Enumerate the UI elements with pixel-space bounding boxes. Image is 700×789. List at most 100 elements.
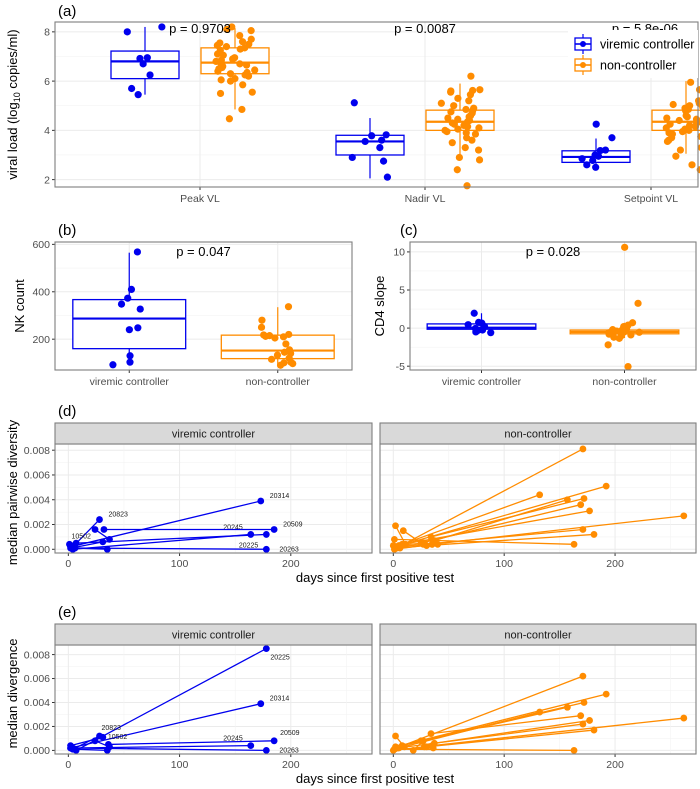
data-point [270,737,278,745]
data-point [236,45,244,53]
trajectory-line [434,499,568,542]
data-point [127,285,136,294]
data-point [289,360,297,368]
data-point [128,84,136,93]
x-tick-label: Peak VL [180,193,220,205]
data-point [257,700,265,708]
facet-strip [379,422,697,445]
x-tick-label: Setpoint VL [624,193,678,205]
panel-label: (e) [58,604,76,621]
trajectory-line [394,747,434,750]
data-point [99,538,107,546]
data-point [158,23,166,31]
data-point [675,116,683,125]
data-point [262,545,270,553]
facet-strip-label: viremic controller [172,630,255,642]
participant-id-label: 20823 [101,725,121,732]
x-axis-label: days since first positive test [296,570,455,585]
data-point [476,86,484,94]
legend-label: non-controller [600,59,676,73]
data-point [391,745,398,753]
data-point [91,737,99,745]
data-point [577,501,585,509]
data-point [117,300,126,308]
data-point [126,358,134,366]
data-point [579,720,587,728]
y-axis-label: median pairwise diversity [5,419,20,565]
facet-viremic: 0 100 200 0.000 0.002 0.004 0.006 0.008 20225 203… [24,623,373,771]
data-point [124,294,132,302]
data-point [429,744,437,752]
x-tick-label: 100 [171,759,189,771]
data-point [463,182,471,190]
data-point [103,747,111,754]
box-noncontroller-0 [200,23,270,123]
y-axis-label: NK count [12,279,27,333]
x-tick-label: 200 [282,759,300,771]
y-axis-label-subscript: 10 [12,92,22,102]
data-point [270,526,278,533]
box-viremic-0 [110,23,180,99]
data-point [419,737,427,745]
participant-id-label: 20245 [223,524,243,531]
trajectory-line [396,448,584,549]
data-point [663,137,672,146]
data-point [420,743,428,751]
x-tick-label: non-controller [592,376,657,388]
y-tick-label: 2 [44,174,50,186]
data-point [680,714,688,722]
y-tick-label: 5 [399,285,405,297]
series-line [71,544,111,553]
data-point [577,712,585,720]
data-point [586,717,593,724]
data-point [444,114,452,122]
data-point [687,78,695,86]
y-tick-label: 8 [44,27,50,39]
data-point [691,123,699,131]
data-point [378,136,386,144]
x-tick-label: 100 [171,558,189,570]
trajectory-line [72,744,251,749]
data-point [578,155,586,163]
data-point [282,340,290,348]
data-point [391,535,398,543]
p-value-label: p = 0.0087 [394,21,456,36]
participant-id-label: 20263 [279,546,299,553]
data-point [590,531,598,538]
data-point [217,76,225,84]
trajectory-line [420,701,585,742]
data-point [610,333,618,341]
data-point [134,324,142,332]
data-point [396,544,404,552]
box-viremic [426,309,537,337]
legend-key-point [580,41,586,47]
participant-id-label: 20823 [108,512,128,519]
data-point [448,139,456,147]
data-point [214,67,222,75]
data-point [427,730,435,738]
facet-viremic: 0 100 200 0.000 0.002 0.004 0.006 0.008 20314 208… [24,422,373,570]
participant-id-label: 20509 [280,730,300,737]
panel-b-border [54,241,353,371]
participant-id-label: 20509 [283,521,303,528]
data-point [109,361,117,369]
data-point [570,747,578,754]
data-point [348,153,356,162]
participant-id-label: 20314 [270,696,290,703]
data-point [592,163,600,171]
data-point [613,327,621,335]
data-point [223,25,231,33]
y-tick-label: 0.002 [24,721,50,733]
data-point [368,132,376,140]
x-tick-label: 0 [390,759,396,771]
series-line [71,745,111,754]
data-point [472,328,480,336]
data-point [453,166,461,174]
legend: viremic controller non-controller [568,30,698,78]
data-point [376,143,384,152]
data-point [474,146,483,154]
trajectory-line [70,747,267,752]
data-point [437,99,445,107]
data-point [91,526,99,533]
